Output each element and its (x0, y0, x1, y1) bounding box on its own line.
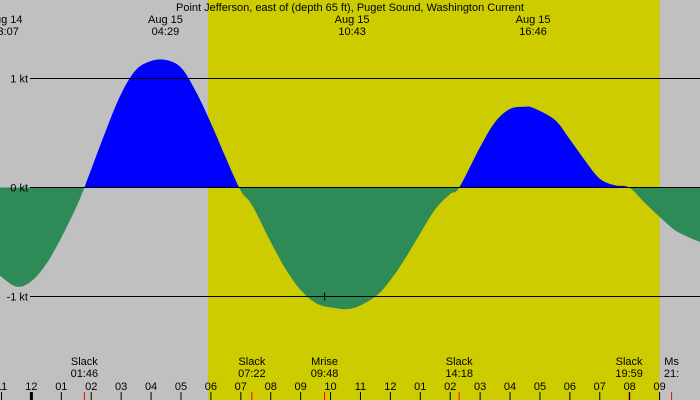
hour-tick-label: 04 (504, 381, 516, 393)
hour-tick-label: 10 (324, 381, 336, 393)
chart-title: Point Jefferson, east of (depth 65 ft), … (176, 2, 524, 14)
hour-tick-label: 09 (295, 381, 307, 393)
hour-tick-label: 01 (55, 381, 67, 393)
hour-tick-label: 12 (25, 381, 37, 393)
event-label: Slack (238, 356, 265, 368)
hour-tick-label: 08 (265, 381, 277, 393)
event-label: Aug 15 (335, 14, 370, 26)
hour-tick-label: 04 (145, 381, 157, 393)
y-tick-label: 0 kt (10, 182, 28, 194)
hour-tick-label: 02 (85, 381, 97, 393)
event-label: Aug 15 (148, 14, 183, 26)
event-label: Slack (616, 356, 643, 368)
hour-tick-label: 06 (205, 381, 217, 393)
hour-tick-label: 07 (235, 381, 247, 393)
y-tick-label: 1 kt (10, 73, 28, 85)
moonrise-marker (320, 292, 329, 301)
hour-tick-label: 09 (653, 381, 665, 393)
hour-tick-label: 11 (0, 381, 7, 393)
event-time: 19:59 (615, 368, 643, 380)
event-time: 09:48 (311, 368, 339, 380)
hour-tick-label: 08 (624, 381, 636, 393)
event-time: 23:07 (0, 26, 19, 38)
hour-tick-label: 03 (474, 381, 486, 393)
event-time: 14:18 (445, 368, 473, 380)
event-time: 01:46 (71, 368, 99, 380)
hour-tick-label: 12 (384, 381, 396, 393)
x-axis-ticks: 11 12 01 02 03 04 05 06 07 08 09 10 11 12 01 02 03 04 05 06… (0, 381, 666, 400)
event-label: Slack (71, 356, 98, 368)
hour-tick-label: 01 (414, 381, 426, 393)
hour-tick-label: 02 (444, 381, 456, 393)
hour-tick-label: 05 (534, 381, 546, 393)
hour-tick-label: 11 (355, 381, 366, 393)
flood-current-area (84, 59, 630, 188)
event-label: Slack (446, 356, 473, 368)
hour-tick-label: 07 (594, 381, 606, 393)
event-time: 07:22 (238, 368, 266, 380)
event-time: 04:29 (152, 26, 180, 38)
event-label: Mrise (311, 356, 338, 368)
y-axis-labels: 1 kt 0 kt -1 kt (7, 73, 28, 303)
y-tick-label: -1 kt (7, 291, 28, 303)
event-time: 21: (664, 368, 679, 380)
event-time: 16:46 (519, 26, 547, 38)
event-label: Ms (664, 356, 679, 368)
event-time: 10:43 (338, 26, 366, 38)
y-gridlines (30, 77, 700, 297)
event-label: Aug 15 (516, 14, 551, 26)
ebb-current-area (0, 187, 700, 310)
hour-tick-label: 06 (564, 381, 576, 393)
event-label: Aug 14 (0, 14, 23, 26)
hour-tick-label: 03 (115, 381, 127, 393)
hour-tick-label: 05 (175, 381, 187, 393)
